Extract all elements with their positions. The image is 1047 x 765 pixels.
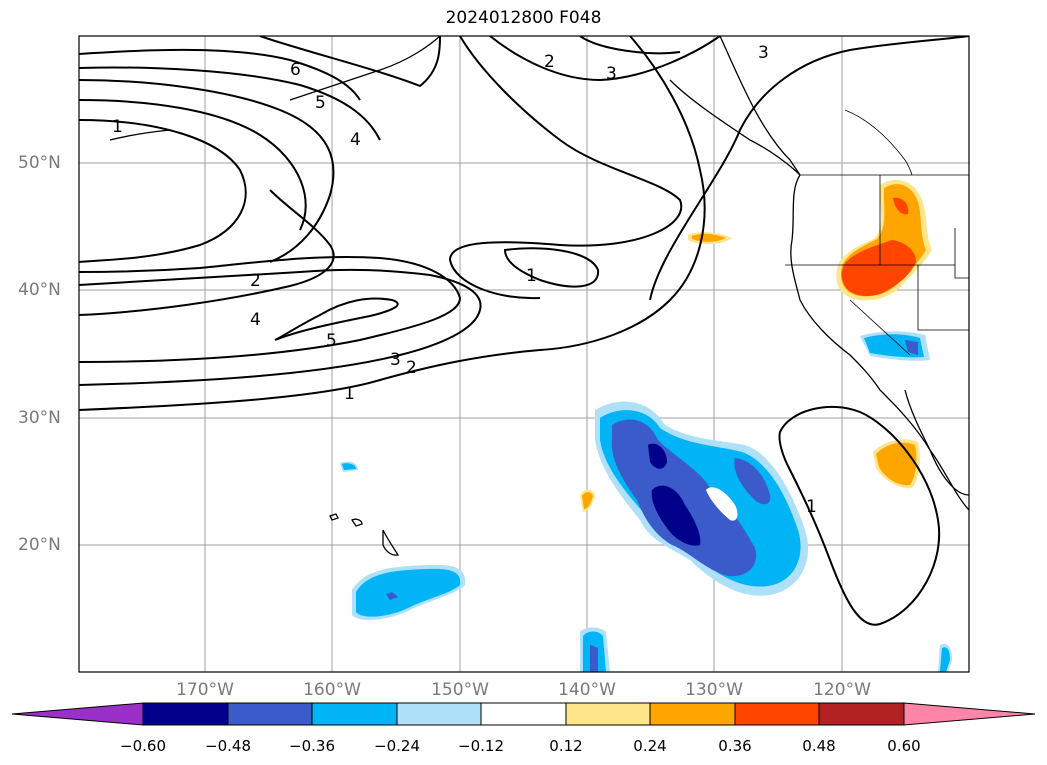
state-borders	[785, 109, 969, 356]
contour-label: 3	[758, 43, 769, 63]
contour-label: 4	[250, 310, 261, 330]
negative-anomaly-region	[340, 331, 952, 672]
map-frame	[78, 35, 970, 673]
colorbar-tick-label: 0.24	[633, 737, 667, 755]
positive-anomaly-region	[580, 180, 932, 512]
contour-label: 4	[350, 130, 361, 150]
contour-label: 1	[526, 266, 537, 286]
map-title: 2024012800 F048	[445, 8, 602, 28]
colorbar-tick-label: −0.48	[205, 737, 251, 755]
colorbar-extend-low	[11, 702, 144, 726]
lon-label: 170°W	[176, 680, 234, 700]
colorbar-tick-label: 0.48	[802, 737, 836, 755]
lat-label: 20°N	[18, 535, 61, 555]
colorbar-tick-label: −0.36	[289, 737, 335, 755]
colorbar-tick-label: −0.60	[120, 737, 166, 755]
lat-label: 40°N	[18, 280, 61, 300]
contour-label: 2	[250, 271, 261, 291]
colorbar	[11, 702, 1036, 726]
colorbar-segment	[142, 702, 229, 726]
contour-label: 1	[344, 384, 355, 404]
contour-label: 2	[544, 52, 555, 72]
contour-label: 1	[806, 497, 817, 517]
colorbar-segment	[649, 702, 736, 726]
colorbar-segment	[480, 702, 567, 726]
colorbar-segment	[311, 702, 398, 726]
colorbar-extend-high	[903, 702, 1036, 726]
contour-label: 1	[112, 117, 123, 137]
contour-label: 3	[390, 350, 401, 370]
colorbar-tick-label: 0.36	[718, 737, 752, 755]
lat-label: 30°N	[18, 408, 61, 428]
lon-label: 120°W	[813, 680, 871, 700]
contour-label: 5	[326, 331, 337, 351]
colorbar-segment	[734, 702, 820, 726]
contour-lines	[79, 36, 969, 626]
gridlines	[79, 36, 969, 672]
colorbar-segment	[818, 702, 905, 726]
contour-label: 2	[406, 358, 417, 378]
colorbar-tick-label: 0.12	[549, 737, 583, 755]
lon-label: 150°W	[431, 680, 489, 700]
contour-label: 5	[315, 93, 326, 113]
colorbar-segment	[565, 702, 651, 726]
lon-label: 140°W	[558, 680, 616, 700]
lon-label: 160°W	[303, 680, 361, 700]
contour-label: 6	[290, 60, 301, 80]
colorbar-segment	[227, 702, 313, 726]
colorbar-tick-label: −0.12	[458, 737, 504, 755]
contour-label-group: 6 5 4 1 2 4 5 3 2 1 2 3 3 1 1	[112, 43, 817, 517]
coastline	[109, 36, 969, 556]
colorbar-tick-label: −0.24	[374, 737, 420, 755]
colorbar-segment	[396, 702, 482, 726]
colorbar-tick-label: 0.60	[887, 737, 921, 755]
lat-label: 50°N	[18, 153, 61, 173]
contour-label: 3	[606, 64, 617, 84]
lon-label: 130°W	[685, 680, 743, 700]
